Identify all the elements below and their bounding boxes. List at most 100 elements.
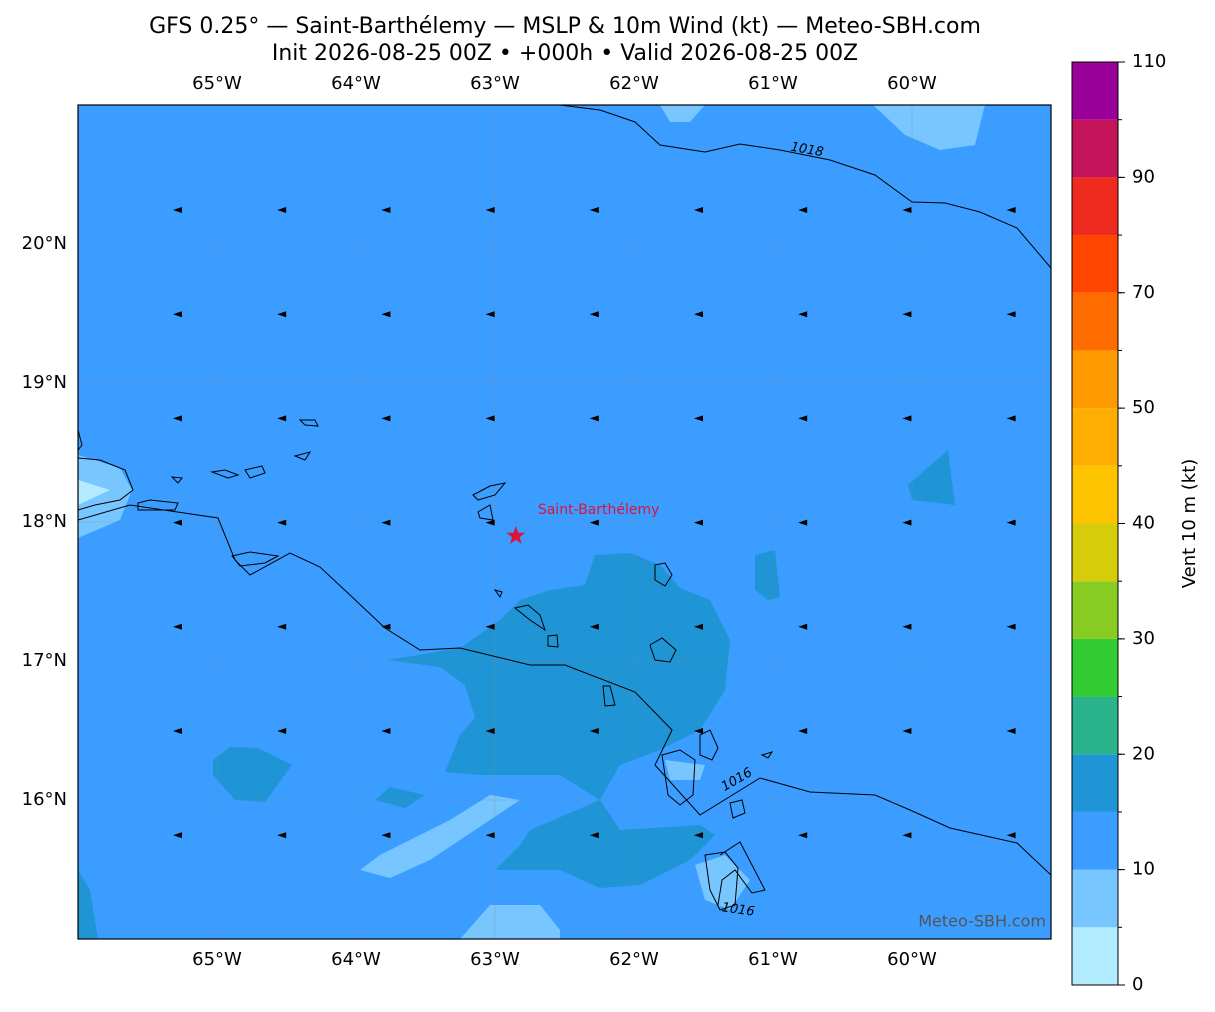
lon-label-top: 60°W [887, 73, 937, 94]
subtitle: Init 2026-08-25 00Z • +000h • Valid 2026… [272, 41, 858, 66]
isobar-label: 1018 [789, 140, 824, 161]
wind-arrow [798, 728, 808, 734]
wind-arrow [485, 623, 495, 630]
wind-arrow [173, 311, 182, 318]
wind-arrow [277, 832, 287, 839]
wind-arrow [1006, 623, 1016, 630]
wind-fill-15-20 [78, 450, 955, 939]
wind-arrow [173, 832, 182, 839]
colorbar-tick-label: 110 [1132, 51, 1166, 72]
colorbar-segment [1072, 754, 1118, 812]
wind-arrow [485, 519, 495, 526]
colorbar-segment [1072, 638, 1118, 697]
wind-arrow [1006, 207, 1016, 213]
colorbar-segment [1072, 408, 1118, 466]
wind-arrow [277, 415, 287, 422]
wind-arrow [589, 832, 599, 839]
title: GFS 0.25° — Saint-Barthélemy — MSLP & 10… [149, 14, 981, 39]
wind-arrow [277, 728, 287, 734]
lon-label-bottom: 60°W [887, 949, 937, 970]
colorbar-segment [1072, 119, 1118, 178]
colorbar-segment [1072, 811, 1118, 870]
wind-arrow [902, 728, 912, 734]
colorbar-segment [1072, 62, 1118, 120]
wind-arrow [485, 415, 495, 422]
wind-arrow [902, 519, 912, 526]
lat-label: 18°N [22, 511, 67, 532]
wind-arrow [381, 623, 391, 630]
wind-arrow [381, 415, 391, 422]
wind-arrow [694, 415, 703, 422]
wind-arrow [381, 832, 391, 839]
colorbar-segment [1072, 350, 1118, 409]
wind-arrow [485, 311, 495, 318]
wind-arrow [798, 415, 808, 422]
map-area: 1018 1016 1016 Meteo-SBH.com Saint-Barth… [78, 105, 1051, 939]
wind-arrow [381, 519, 391, 526]
colorbar-segment [1072, 927, 1118, 985]
wind-arrow [277, 311, 287, 318]
wind-arrow [485, 728, 495, 734]
wind-arrow [381, 207, 391, 213]
wind-arrow [589, 311, 599, 318]
wind-arrow [902, 623, 912, 630]
lon-label-bottom: 64°W [331, 949, 381, 970]
colorbar-segment [1072, 696, 1118, 755]
wind-arrows [173, 207, 1016, 839]
wind-arrow [1006, 311, 1016, 318]
wind-arrow [173, 207, 182, 213]
wind-arrow [694, 832, 703, 839]
colorbar-segment [1072, 235, 1118, 293]
wind-arrow [902, 415, 912, 422]
colorbar-segment [1072, 292, 1118, 351]
lat-label: 16°N [22, 789, 67, 810]
wind-arrow [798, 519, 808, 526]
lon-label-top: 63°W [470, 73, 520, 94]
lon-label-top: 62°W [609, 73, 659, 94]
wind-arrow [694, 207, 703, 213]
wind-arrow [277, 623, 287, 630]
lon-label-bottom: 62°W [609, 949, 659, 970]
lon-label-bottom: 63°W [470, 949, 520, 970]
station-marker [506, 525, 526, 544]
colorbar-tick-label: 40 [1132, 513, 1155, 534]
lat-label: 17°N [22, 650, 67, 671]
wind-arrow [798, 207, 808, 213]
wind-arrow [694, 519, 703, 526]
wind-arrow [694, 623, 703, 630]
wind-arrow [589, 519, 599, 526]
colorbar-tick-label: 30 [1132, 628, 1155, 649]
station-label: Saint-Barthélemy [538, 502, 660, 518]
lat-label: 19°N [22, 372, 67, 393]
wind-arrow [589, 207, 599, 213]
colorbar-tick-label: 90 [1132, 166, 1155, 187]
wind-arrow [694, 728, 703, 734]
wind-arrow [902, 311, 912, 318]
wind-arrow [589, 728, 599, 734]
wind-arrow [277, 519, 287, 526]
wind-arrow [485, 832, 495, 839]
colorbar-segment [1072, 581, 1118, 639]
wind-arrow [1006, 832, 1016, 839]
wind-arrow [798, 832, 808, 839]
wind-arrow [173, 623, 182, 630]
lon-label-bottom: 65°W [192, 949, 242, 970]
wind-arrow [173, 519, 182, 526]
colorbar-tick-label: 0 [1132, 974, 1143, 995]
colorbar-tick-label: 20 [1132, 743, 1155, 764]
watermark: Meteo-SBH.com [918, 912, 1046, 931]
lon-label-bottom: 61°W [748, 949, 798, 970]
colorbar-tick-label: 50 [1132, 397, 1155, 418]
lat-label: 20°N [22, 233, 67, 254]
map-frame [77, 104, 1052, 940]
wind-arrow [694, 311, 703, 318]
wind-arrow [277, 207, 287, 213]
colorbar-segment [1072, 523, 1118, 582]
colorbar-segment [1072, 465, 1118, 524]
isobar-label: 1016 [721, 900, 756, 919]
wind-arrow [589, 415, 599, 422]
wind-arrow [1006, 728, 1016, 734]
wind-arrow [485, 207, 495, 213]
wind-arrow [381, 728, 391, 734]
